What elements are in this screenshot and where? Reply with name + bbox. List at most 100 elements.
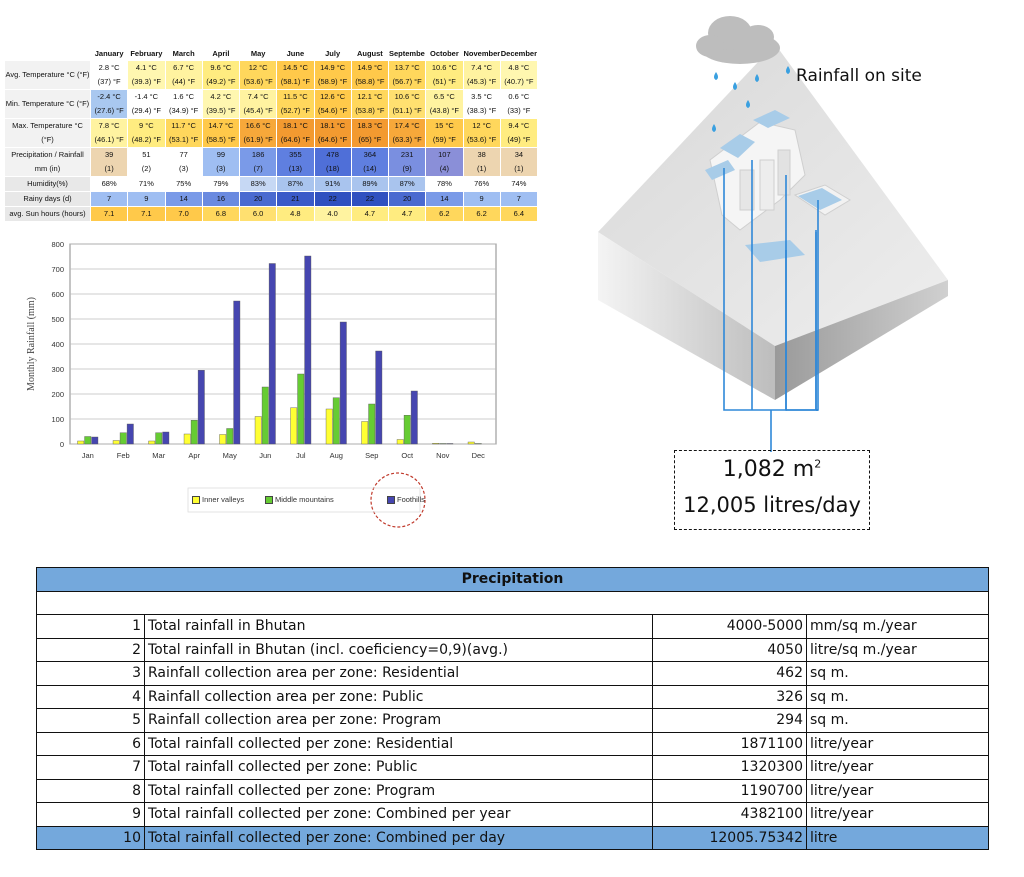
climate-cell-value-alt: (9) [402, 164, 412, 173]
bar-foothills [197, 370, 205, 445]
climate-cell: 10.6 °C (51.1) °F [387, 89, 427, 119]
climate-cell: 51 (2) [127, 147, 166, 177]
climate-cell: 12 °C (53.6) °F [462, 118, 501, 148]
climate-cell-value: 83% [250, 179, 266, 188]
month-header: August [350, 45, 390, 61]
row-description: Total rainfall collected per zone: Combi… [144, 802, 653, 827]
bar-inner-valleys [361, 421, 369, 445]
climate-cell-value-alt: (29.4) °F [131, 106, 161, 115]
climate-cell: 76% [462, 176, 501, 192]
site-illustration [598, 16, 948, 452]
climate-cell: 7 [89, 191, 129, 207]
bar-middle-mountains [439, 443, 447, 445]
bar-foothills [375, 350, 383, 445]
climate-cell-value: 18.1 °C [320, 121, 346, 130]
x-tick-label: May [223, 451, 237, 460]
climate-cell: 14.9 °C (58.9) °F [313, 60, 352, 90]
climate-cell-value: 1.6 °C [173, 92, 195, 101]
climate-cell-value-alt: (58.5) °F [206, 135, 236, 144]
climate-cell-value-alt: (64.6) °F [280, 135, 310, 144]
climate-cell-value-alt: (52.7) °F [280, 106, 310, 115]
climate-cell-value-alt: (65) °F [358, 135, 382, 144]
climate-cell: 87% [387, 176, 427, 192]
climate-cell: 7.4 °C (45.3) °F [462, 60, 501, 90]
climate-cell: 364 (14) [350, 147, 390, 177]
precipitation-table: Precipitation 1 Total rainfall in Bhutan 4… [36, 567, 989, 850]
legend-swatch-yellow [192, 495, 200, 504]
row-value: 1871100 [652, 731, 807, 756]
climate-cell-value: 91% [325, 179, 341, 188]
climate-cell-value: 4.0 [327, 209, 338, 218]
bar-middle-mountains [226, 428, 234, 445]
row-unit: litre/year [806, 778, 989, 803]
climate-cell-value: 9.4 °C [508, 121, 530, 130]
bar-foothills [339, 321, 347, 445]
month-header: February [127, 45, 166, 61]
climate-cell: 77 (3) [164, 147, 203, 177]
climate-cell: 4.2 °C (39.5) °F [201, 89, 241, 119]
climate-cell: 89% [350, 176, 390, 192]
climate-cell-value: 7.1 [103, 209, 115, 218]
climate-cell-value-alt: (3) [179, 164, 189, 173]
bar-middle-mountains [474, 443, 482, 445]
climate-cell-value-alt: (18) [325, 164, 340, 173]
collection-summary-box: 1,082 m2 12,005 litres/day [674, 450, 870, 530]
climate-cell: 355 (13) [276, 147, 315, 177]
climate-cell-value-alt: (2) [141, 164, 151, 173]
climate-cell-value: 21 [291, 194, 300, 203]
climate-cell-value-alt: (63.3) °F [392, 135, 422, 144]
climate-cell-value-alt: (53.6) °F [243, 77, 273, 86]
climate-cell-value-alt: (34.9) °F [168, 106, 199, 115]
climate-cell: 7 [499, 191, 539, 207]
legend-item-foothills: Foothills [387, 495, 425, 504]
climate-cell: 18.3 °C (65) °F [350, 118, 390, 148]
climate-row: Max. Temperature °C (°F) 7.8 °C (46.1) °F 9… [4, 118, 539, 148]
row-description: Total rainfall collected per zone: Publi… [144, 755, 653, 780]
climate-cell-value: 38 [477, 150, 486, 159]
climate-cell-value: 18.1 °C [282, 121, 308, 130]
climate-cell: 34 (1) [499, 147, 539, 177]
row-unit: litre/year [806, 731, 989, 756]
row-unit: sq m. [806, 661, 989, 686]
precipitation-row: 7 Total rainfall collected per zone: Publ… [36, 755, 989, 780]
month-header: July [313, 45, 352, 61]
climate-cell: 9 [462, 191, 501, 207]
month-header: March [164, 45, 203, 61]
climate-cell: 9 [127, 191, 166, 207]
chart-legend: Inner valleys Middle mountains Foothills [190, 491, 460, 511]
bar-middle-mountains [297, 373, 305, 445]
climate-cell-value: 6.0 [252, 209, 264, 218]
climate-cell-value-alt: (43.8) °F [429, 106, 459, 115]
climate-cell: 38 (1) [462, 147, 501, 177]
bar-inner-valleys [467, 441, 475, 445]
row-unit: sq m. [806, 684, 989, 709]
area-value: 1,082 m [722, 457, 815, 482]
y-tick-label: 800 [51, 240, 64, 249]
month-header: May [238, 45, 278, 61]
month-header: January [89, 45, 129, 61]
climate-cell: 14 [425, 191, 464, 207]
row-number: 9 [36, 802, 145, 827]
climate-cell-value-alt: (1) [104, 164, 114, 173]
climate-cell-value: 7 [516, 194, 521, 203]
climate-body: Avg. Temperature °C (°F) 2.8 °C (37) °F 4.1… [4, 60, 539, 222]
climate-cell: 0.6 °C (33) °F [499, 89, 539, 119]
climate-cell: 14 [164, 191, 203, 207]
climate-cell-value: 79% [213, 179, 229, 188]
climate-cell-value: 11.7 °C [171, 121, 196, 130]
climate-cell-value-alt: (46.1) °F [94, 135, 124, 144]
bar-inner-valleys [219, 434, 227, 445]
x-tick-label: Jan [82, 451, 94, 460]
bar-inner-valleys [290, 407, 298, 445]
climate-cell-value: 4.7 [364, 209, 376, 218]
climate-cell: 6.7 °C (44) °F [164, 60, 203, 90]
climate-cell-value: 355 [289, 150, 302, 159]
area-unit-sup: 2 [814, 457, 822, 471]
climate-cell: 14.7 °C (58.5) °F [201, 118, 241, 148]
row-value: 4050 [652, 637, 807, 662]
climate-cell: 75% [164, 176, 203, 192]
climate-cell-value-alt: (45.4) °F [243, 106, 273, 115]
y-tick-label: 100 [51, 415, 64, 424]
x-tick-label: Aug [330, 451, 343, 460]
chart-svg: 0 100 200 300 400 500 600 700 800 Jan Feb Mar Apr May… [26, 240, 497, 528]
